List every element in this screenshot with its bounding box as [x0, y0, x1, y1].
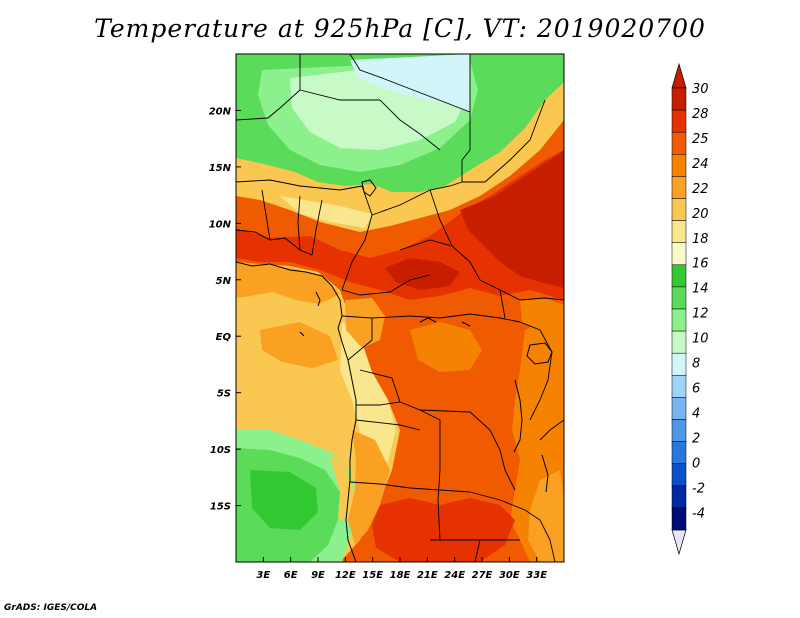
colorbar-swatch [671, 109, 687, 133]
lat-tick-label: EQ [216, 332, 232, 343]
lon-tick-label: 33E [526, 570, 547, 581]
colorbar-swatch [671, 485, 687, 509]
colorbar-label: -4 [692, 506, 705, 521]
lat-tick-label: 10S [210, 445, 231, 456]
colorbar-label: 12 [692, 307, 709, 322]
colorbar-label: 28 [692, 107, 709, 122]
coast-light-yellow-strip [340, 322, 396, 470]
colorbar-label: 30 [692, 82, 709, 97]
colorbar-swatch [671, 507, 687, 531]
map-title: Temperature at 925hPa [C], VT: 201902070… [94, 14, 706, 43]
lat-tick-label: 20N [209, 106, 232, 117]
colorbar-label: 16 [692, 257, 709, 272]
south-atlantic-yellow-patch [330, 455, 355, 520]
colorbar-swatch [671, 198, 687, 221]
colorbar-swatch [671, 397, 687, 420]
colorbar-label: 22 [692, 182, 709, 197]
colorbar-swatch [671, 308, 687, 332]
colorbar-swatch [671, 264, 687, 288]
west-coastline [236, 261, 357, 562]
colorbar-label: 4 [692, 406, 700, 421]
colorbar-label: 18 [692, 232, 709, 247]
lon-tick-label: 27E [472, 570, 493, 581]
lat-tick-label: 15S [210, 502, 231, 513]
zambia-hot-band [372, 498, 515, 562]
lat-tick-label: 10N [209, 219, 232, 230]
east-africa-yellow-patch [528, 470, 564, 562]
colorbar-swatch [671, 154, 687, 177]
colorbar-swatch [671, 352, 687, 376]
ethiopia-orange-highland [520, 298, 564, 330]
colorbar-swatch [671, 242, 687, 266]
colorbar-swatch [671, 330, 687, 354]
colorbar-label: 6 [692, 382, 700, 397]
colorbar-under-arrow [671, 529, 687, 556]
lake-victoria [526, 342, 553, 365]
lake-malawi [541, 454, 549, 493]
sahel-yellow-band [236, 82, 564, 232]
colorbar-swatch [671, 463, 687, 487]
credit-text: GrADS: IGES/COLA [4, 603, 98, 613]
lon-tick-label: 6E [284, 570, 298, 581]
islands [299, 291, 471, 337]
lat-tick-label: 5N [216, 276, 232, 287]
colorbar-swatch [671, 419, 687, 442]
colorbar-swatch [671, 375, 687, 398]
colorbar-swatch [671, 286, 687, 310]
colorbar-swatch [671, 131, 687, 155]
sudan-hottest-region [460, 150, 564, 288]
libya-pale-blue-region [350, 54, 470, 112]
colorbar-label: 14 [692, 282, 709, 297]
colorbar-label: 25 [692, 132, 709, 147]
colorbar-label: 10 [692, 332, 709, 347]
lon-tick-label: 30E [499, 570, 520, 581]
nigeria-hottest-patch [385, 258, 460, 290]
angola-coastal-orange [348, 430, 390, 545]
colorbar-label: 20 [692, 207, 709, 222]
lon-tick-label: 18E [390, 570, 411, 581]
colorbar-label: 8 [692, 357, 700, 372]
congo-light-orange-patch [410, 322, 482, 372]
atlantic-orange-patch [260, 322, 338, 368]
lon-tick-label: 9E [311, 570, 325, 581]
colorbar-swatch [671, 220, 687, 243]
lon-tick-label: 24E [444, 570, 465, 581]
lon-tick-label: 21E [417, 570, 438, 581]
colorbar-label: 24 [692, 157, 709, 172]
colorbar-over-arrow [671, 62, 687, 89]
colorbar-swatch [671, 176, 687, 199]
central-hot-band [236, 150, 564, 300]
lat-tick-label: 15N [209, 163, 232, 174]
map-axes: 3E 6E 9E 12E 15E 18E 21E 24E 27E 30E 33E 20N 15N 10N 5… [209, 106, 548, 581]
gulf-orange-band [236, 262, 340, 304]
south-atlantic-deep-green-patch [250, 470, 318, 530]
colorbar-swatch [671, 87, 687, 111]
colorbar-swatch [671, 441, 687, 464]
cameroon-yellow-patch [345, 298, 385, 348]
lon-tick-label: 12E [335, 570, 356, 581]
country-borders [236, 54, 564, 562]
colorbar-label: 2 [692, 431, 700, 446]
colorbar-label: -2 [692, 481, 705, 496]
lake-tanganyika [513, 379, 523, 453]
colorbar-label: 0 [692, 456, 700, 471]
lat-tick-label: 5S [217, 389, 231, 400]
lon-tick-label: 3E [256, 570, 270, 581]
sahel-light-yellow-patch [280, 196, 372, 228]
lon-tick-label: 15E [362, 570, 383, 581]
temperature-map [236, 54, 564, 562]
